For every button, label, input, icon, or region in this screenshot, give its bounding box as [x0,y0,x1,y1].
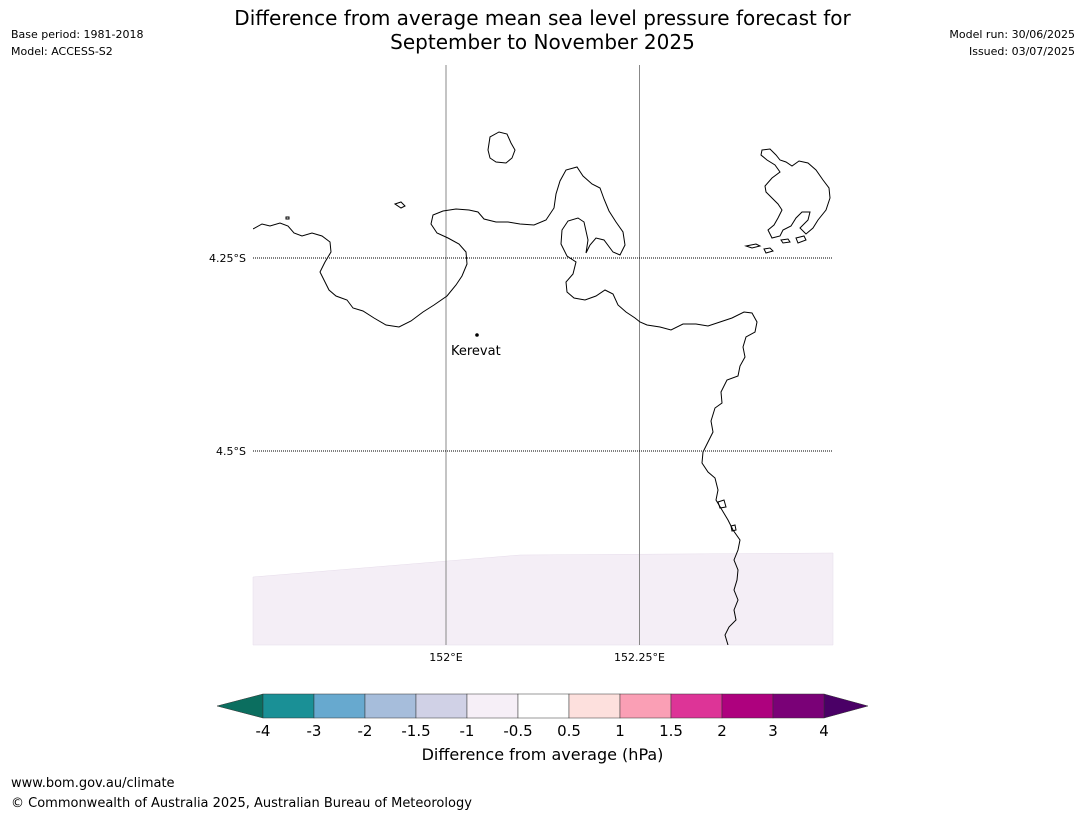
model-run-date: Model run: 30/06/2025 [949,28,1075,41]
lat-label-4-25s: 4.25°S [209,252,246,265]
colorbar: -4 -3 -2 -1.5 -1 -0.5 0.5 1 1.5 2 3 4 [216,693,869,740]
colorbar-segment [262,693,315,719]
kerevat-label: Kerevat [451,344,501,359]
coastline-islet-coast-1 [717,499,727,509]
colorbar-segment [568,693,621,719]
coastline-island-north [487,131,516,164]
coastline-islet-east-3 [780,238,791,244]
base-period: Base period: 1981-2018 [11,28,144,41]
colorbar-tick-label: -3 [307,722,322,740]
colorbar-segment [517,693,570,719]
colorbar-tick-label: -4 [256,722,271,740]
coastline-duke-of-york [760,148,831,239]
issued-date: Issued: 03/07/2025 [968,45,1075,58]
colorbar-segment [670,693,723,719]
colorbar-segment [721,693,774,719]
colorbar-tick-label: 4 [819,722,829,740]
coastline-islet-coast-2 [730,524,737,532]
lat-label-4-5s: 4.5°S [216,445,246,458]
map-title: Difference from average mean sea level p… [0,6,1085,54]
model-name: Model: ACCESS-S2 [11,45,113,58]
colorbar-tick-label: -1 [460,722,475,740]
colorbar-tick-label: -1.5 [401,722,430,740]
lon-label-152e: 152°E [429,651,462,664]
colorbar-tick-label: -0.5 [503,722,532,740]
anomaly-shading [252,552,834,646]
colorbar-segment [364,693,417,719]
footer: www.bom.gov.au/climate © Commonwealth of… [11,774,472,814]
colorbar-segment [466,693,519,719]
coastlines [253,131,831,645]
model-info: Base period: 1981-2018 Model: ACCESS-S2 [11,26,143,60]
coastline-islet-east-1 [744,243,762,249]
lon-label-152-25e: 152.25°E [614,651,665,664]
colorbar-extend-low [216,693,264,719]
title-line-2: September to November 2025 [390,30,695,54]
coastline-mainland [253,166,758,645]
colorbar-tick-label: 3 [768,722,778,740]
coastline-islet-west [393,201,406,209]
run-info: Model run: 30/06/2025 Issued: 03/07/2025 [949,26,1075,60]
coastline-islet-east-4 [795,235,807,244]
colorbar-segment [619,693,672,719]
coastline-islet-east-2 [763,247,774,254]
kerevat-marker [475,333,479,337]
colorbar-tick-label: 1.5 [659,722,683,740]
colorbar-segment [415,693,468,719]
colorbar-segment [772,693,825,719]
footer-copyright: © Commonwealth of Australia 2025, Austra… [11,796,472,811]
colorbar-tick-label: -2 [358,722,373,740]
colorbar-label: Difference from average (hPa) [421,745,664,764]
footer-url: www.bom.gov.au/climate [11,776,175,791]
colorbar-tick-label: 2 [717,722,727,740]
colorbar-extend-high [823,693,869,719]
colorbar-segment [313,693,366,719]
colorbar-tick-label: 1 [615,722,625,740]
title-line-1: Difference from average mean sea level p… [234,6,851,30]
coastline-islet-nw [285,216,290,220]
graticule [253,65,833,645]
colorbar-tick-label: 0.5 [557,722,581,740]
